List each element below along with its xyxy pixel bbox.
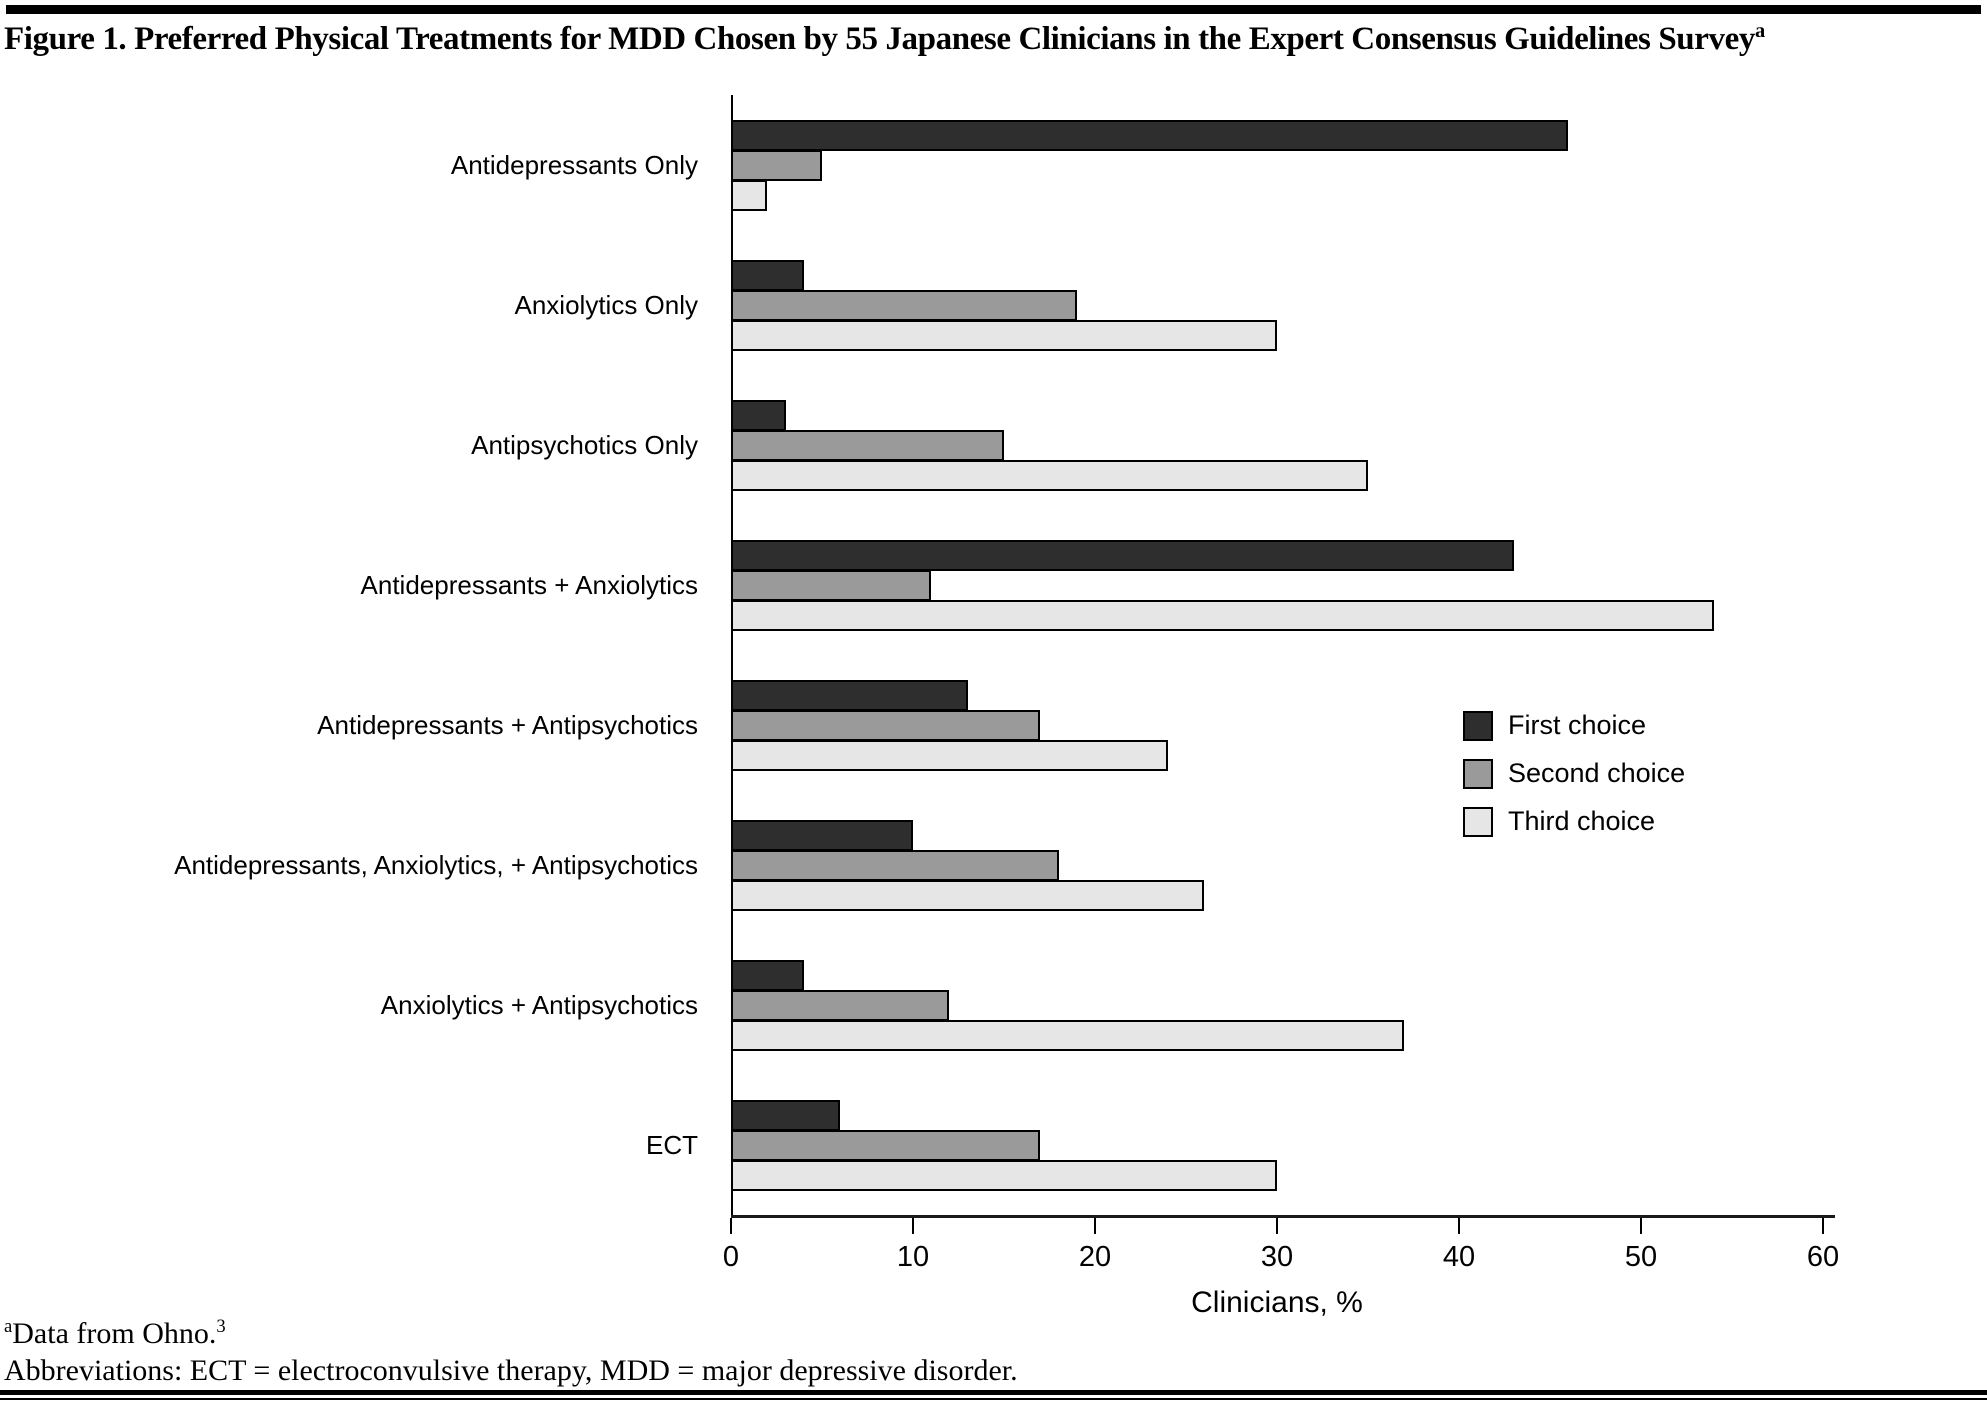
category-label: Antidepressants + Anxiolytics (360, 570, 698, 600)
bar-third-choice (731, 600, 1714, 631)
x-axis-tick (1458, 1218, 1460, 1234)
category-label: Anxiolytics Only (514, 290, 699, 320)
x-axis-tick (730, 1218, 732, 1234)
category-label: Antipsychotics Only (471, 430, 698, 460)
bar-third-choice (731, 320, 1277, 351)
category-label: Antidepressants Only (450, 150, 698, 180)
bar-first-choice (731, 1100, 840, 1131)
legend-swatch (1463, 806, 1493, 837)
plot-area: Clinicians, % 0 10 20 30 40 50 60 (723, 95, 1987, 1330)
x-axis (731, 1215, 1835, 1218)
legend-item: Second choice (1463, 758, 1685, 789)
footnote-marker: a (4, 1316, 13, 1337)
bar-first-choice (731, 960, 804, 991)
x-axis-tick-label: 50 (1624, 1241, 1658, 1273)
bar-first-choice (731, 400, 786, 431)
bar-third-choice (731, 880, 1204, 911)
legend-swatch (1463, 710, 1493, 741)
legend-label: Third choice (1508, 806, 1656, 836)
category-label: Anxiolytics + Antipsychotics (380, 990, 698, 1020)
bar-second-choice (731, 430, 1004, 461)
bar-first-choice (731, 260, 804, 291)
x-axis-tick (1822, 1218, 1824, 1234)
bar-third-choice (731, 460, 1368, 491)
legend-item: First choice (1463, 710, 1685, 741)
x-axis-tick (1276, 1218, 1278, 1234)
legend-swatch (1463, 758, 1493, 789)
bar-third-choice (731, 740, 1168, 771)
x-axis-title: Clinicians, % (1191, 1286, 1363, 1319)
bottom-rule (0, 1390, 1987, 1400)
category-label: Antidepressants, Anxiolytics, + Antipsyc… (174, 850, 698, 880)
y-axis (731, 95, 733, 1217)
bar-third-choice (731, 180, 767, 211)
bar-chart: Antidepressants Only Anxiolytics Only Anti… (0, 95, 1987, 1330)
bar-second-choice (731, 570, 931, 601)
x-axis-tick-label: 40 (1442, 1241, 1476, 1273)
x-axis-tick-label: 10 (896, 1241, 930, 1273)
footnote-source: aData from Ohno.3 (4, 1316, 226, 1351)
legend: First choice Second choice Third choice (1463, 710, 1685, 837)
x-axis-tick-label: 30 (1260, 1241, 1294, 1273)
bar-second-choice (731, 850, 1059, 881)
x-axis-tick (1094, 1218, 1096, 1234)
bar-first-choice (731, 680, 968, 711)
x-axis-tick (1640, 1218, 1642, 1234)
figure-title-text: Figure 1. Preferred Physical Treatments … (4, 21, 1755, 57)
footnote-reference: 3 (216, 1316, 226, 1337)
figure-title: Figure 1. Preferred Physical Treatments … (4, 20, 1984, 58)
bar-third-choice (731, 1160, 1277, 1191)
x-axis-tick-label: 60 (1806, 1241, 1840, 1273)
footnote-abbreviations: Abbreviations: ECT = electroconvulsive t… (4, 1354, 1018, 1387)
x-axis-tick-label: 0 (722, 1241, 740, 1273)
category-label: ECT (646, 1130, 698, 1160)
category-label: Antidepressants + Antipsychotics (317, 710, 698, 740)
bar-first-choice (731, 120, 1568, 151)
x-axis-tick (912, 1218, 914, 1234)
legend-item: Third choice (1463, 806, 1685, 837)
bar-second-choice (731, 990, 949, 1021)
figure-title-superscript: a (1754, 20, 1765, 42)
bar-first-choice (731, 540, 1514, 571)
legend-label: Second choice (1508, 758, 1686, 788)
legend-label: First choice (1508, 710, 1647, 740)
top-rule (6, 5, 1981, 14)
bar-second-choice (731, 710, 1040, 741)
bar-third-choice (731, 1020, 1404, 1051)
bar-second-choice (731, 290, 1077, 321)
bar-second-choice (731, 1130, 1040, 1161)
bar-first-choice (731, 820, 913, 851)
x-axis-tick-label: 20 (1078, 1241, 1112, 1273)
category-labels: Antidepressants Only Anxiolytics Only Anti… (0, 95, 714, 1330)
bar-second-choice (731, 150, 822, 181)
footnote-text: Data from Ohno. (12, 1317, 217, 1350)
